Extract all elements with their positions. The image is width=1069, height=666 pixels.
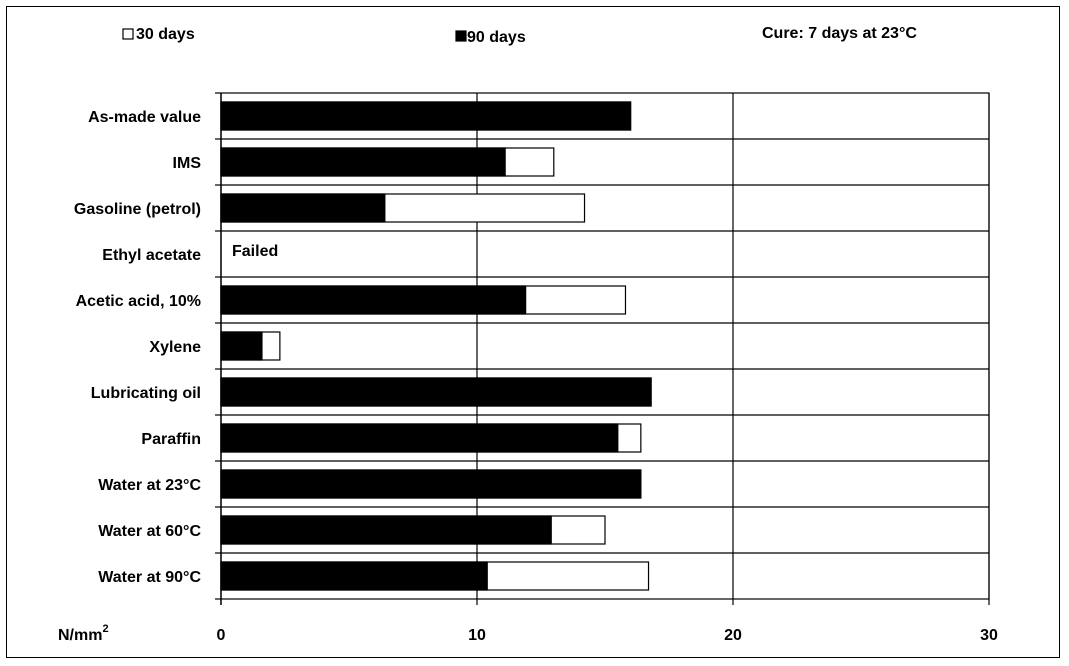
bar-90-days-water-at-90-c: [220, 561, 488, 591]
bar-90-days-paraffin: [220, 423, 619, 453]
legend-swatch-90-days: [455, 30, 467, 42]
category-label-gasoline-petrol: Gasoline (petrol): [74, 201, 201, 218]
legend-label-90-days: 90 days: [467, 29, 526, 46]
x-axis-label-unit: N/mm: [58, 627, 102, 644]
grid-layer: [221, 93, 990, 599]
x-tick-label: 10: [468, 627, 486, 644]
bar-90-days-xylene: [220, 331, 263, 361]
category-label-water-at-60-c: Water at 60°C: [98, 523, 201, 540]
bars-layer: [220, 101, 652, 591]
legend-label-30-days: 30 days: [136, 26, 195, 43]
category-label-paraffin: Paraffin: [141, 431, 201, 448]
legend-swatch-30-days: [122, 28, 134, 40]
axis-layer: 0 10 20 30: [215, 92, 998, 644]
category-label-water-at-23-c: Water at 23°C: [98, 477, 201, 494]
category-label-acetic-acid-10: Acetic acid, 10%: [76, 293, 201, 310]
category-label-water-at-90-c: Water at 90°C: [98, 569, 201, 586]
category-label-ims: IMS: [173, 155, 202, 172]
bar-90-days-ims: [220, 147, 506, 177]
bar-90-days-lubricating-oil: [220, 377, 652, 407]
x-tick-label: 20: [724, 627, 742, 644]
x-tick-label: 30: [980, 627, 998, 644]
legend: 30 days 90 days: [122, 26, 526, 46]
category-label-as-made-value: As-made value: [88, 109, 201, 126]
category-label-lubricating-oil: Lubricating oil: [91, 385, 201, 402]
bar-90-days-water-at-60-c: [220, 515, 552, 545]
labels-layer: As-made value IMS Gasoline (petrol) Ethyl a…: [74, 109, 278, 586]
bar-90-days-gasoline-petrol: [220, 193, 386, 223]
data-label-failed: Failed: [232, 243, 278, 260]
category-label-xylene: Xylene: [149, 339, 201, 356]
category-label-ethyl-acetate: Ethyl acetate: [102, 247, 201, 264]
bar-90-days-water-at-23-c: [220, 469, 642, 499]
bar-90-days-acetic-acid-10: [220, 285, 527, 315]
x-axis-label: N/mm2: [58, 623, 109, 644]
x-axis-label-exponent: 2: [102, 623, 108, 635]
cure-annotation: Cure: 7 days at 23°C: [762, 25, 917, 42]
x-tick-label: 0: [217, 627, 226, 644]
bar-90-days-as-made-value: [220, 101, 632, 131]
